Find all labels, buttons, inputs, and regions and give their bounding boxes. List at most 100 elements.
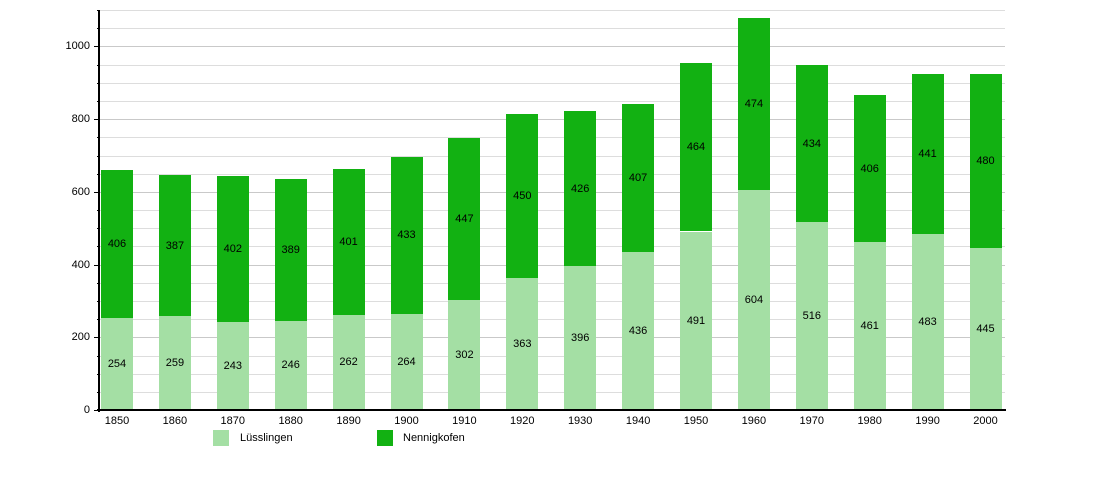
bar-value-label-nennigkofen: 474: [744, 98, 764, 111]
y-axis-label: 1000: [65, 40, 90, 53]
bar-value-label-luesslingen: 461: [860, 320, 879, 333]
legend-label-luesslingen: Lüsslingen: [240, 432, 293, 444]
y-axis-label: 400: [71, 258, 90, 271]
bar-value-label-luesslingen: 363: [513, 338, 532, 350]
bar-segment-nennigkofen: [274, 179, 307, 321]
x-axis-label: 1870: [220, 415, 246, 427]
gridline-major: [100, 191, 1005, 193]
bar-value-label-luesslingen: 396: [571, 332, 590, 344]
x-axis-label: 1940: [625, 415, 651, 427]
gridline-minor: [100, 100, 1005, 102]
x-axis-label: 1920: [510, 415, 535, 427]
y-axis-tick: [94, 191, 100, 193]
y-axis-label: 600: [71, 185, 90, 198]
gridline-major: [100, 119, 1005, 121]
bar-value-label-luesslingen: 516: [802, 310, 821, 323]
bar-value-label-luesslingen: 246: [281, 359, 300, 372]
gridline-minor: [100, 155, 1005, 157]
y-axis-label: 0: [83, 404, 90, 416]
bar-value-label-nennigkofen: 389: [281, 243, 300, 256]
bar-value-label-nennigkofen: 402: [223, 242, 242, 255]
gridline-minor: [100, 64, 1005, 66]
bar-segment-nennigkofen: [101, 170, 133, 318]
x-axis-label: 1900: [394, 415, 419, 427]
bar-segment-luesslingen: [969, 248, 1002, 410]
bar-segment-nennigkofen: [795, 64, 828, 223]
bar-value-label-nennigkofen: 387: [165, 239, 185, 252]
gridline-minor: [100, 246, 1005, 248]
bar-value-label-nennigkofen: 450: [513, 190, 532, 203]
bar-segment-luesslingen: [390, 314, 423, 410]
bar-segment-luesslingen: [216, 321, 249, 410]
bar-segment-luesslingen: [853, 242, 886, 410]
x-axis-label: 1880: [278, 415, 303, 427]
gridline-minor: [100, 137, 1005, 139]
x-axis-label: 1890: [336, 415, 361, 427]
y-axis-tick: [94, 337, 100, 339]
bar-value-label-luesslingen: 483: [918, 316, 937, 329]
bar-segment-nennigkofen: [680, 62, 712, 232]
bar-value-label-nennigkofen: 464: [686, 141, 706, 154]
bar-value-label-luesslingen: 491: [686, 314, 706, 327]
bar-value-label-nennigkofen: 426: [571, 182, 590, 195]
gridline-minor: [100, 10, 1005, 11]
x-axis-label: 1950: [683, 415, 709, 427]
bar-segment-luesslingen: [911, 234, 944, 410]
gridline-minor: [100, 391, 1005, 393]
bar-segment-luesslingen: [274, 320, 307, 410]
gridline-minor: [100, 210, 1005, 211]
bar-segment-luesslingen: [448, 300, 481, 410]
gridline-minor: [100, 82, 1005, 84]
bar-segment-luesslingen: [564, 266, 597, 410]
gridline-minor: [100, 28, 1005, 30]
bar-segment-luesslingen: [680, 231, 712, 410]
bar-segment-luesslingen: [506, 278, 539, 410]
legend-swatch-nennigkofen: [377, 430, 393, 446]
y-axis-line: [98, 10, 100, 412]
bar-value-label-nennigkofen: 434: [802, 137, 821, 150]
bar-value-label-nennigkofen: 433: [397, 229, 416, 242]
bar-value-label-luesslingen: 254: [107, 357, 127, 370]
gridline-major: [100, 46, 1005, 48]
bar-value-label-luesslingen: 264: [397, 356, 416, 368]
gridline-minor: [100, 282, 1005, 284]
bar-segment-luesslingen: [737, 190, 770, 410]
y-axis-tick: [94, 264, 100, 266]
bar-value-label-luesslingen: 445: [976, 323, 995, 336]
legend-label-nennigkofen: Nennigkofen: [403, 432, 465, 444]
bar-segment-nennigkofen: [158, 175, 191, 316]
bar-value-label-nennigkofen: 406: [107, 237, 127, 250]
x-axis-label: 1850: [104, 415, 130, 427]
x-axis-label: 1860: [162, 415, 188, 427]
bar-segment-nennigkofen: [216, 175, 249, 322]
y-axis-tick: [94, 46, 100, 48]
bar-segment-nennigkofen: [622, 103, 655, 252]
bar-segment-nennigkofen: [448, 137, 481, 301]
gridline-minor: [100, 228, 1005, 230]
bar-segment-nennigkofen: [506, 114, 539, 278]
bar-value-label-nennigkofen: 407: [628, 171, 648, 184]
bar-segment-nennigkofen: [969, 73, 1002, 249]
bar-value-label-luesslingen: 262: [339, 356, 358, 369]
x-axis-label: 1910: [452, 415, 477, 427]
bar-segment-nennigkofen: [390, 156, 423, 314]
x-axis-label: 1930: [567, 415, 593, 427]
bar-value-label-luesslingen: 302: [455, 349, 474, 362]
bar-value-label-luesslingen: 604: [744, 294, 764, 307]
bar-value-label-nennigkofen: 401: [339, 235, 358, 248]
bar-segment-luesslingen: [795, 222, 828, 410]
gridline-minor: [100, 373, 1005, 375]
x-axis-label: 1970: [799, 415, 825, 427]
gridline-major: [100, 337, 1005, 339]
bar-segment-nennigkofen: [332, 168, 365, 315]
x-axis-label: 1990: [915, 415, 940, 427]
x-axis-label: 2000: [973, 415, 998, 427]
bar-value-label-luesslingen: 243: [223, 359, 242, 372]
bar-value-label-luesslingen: 436: [628, 324, 648, 337]
bar-segment-nennigkofen: [911, 74, 944, 235]
gridline-major: [100, 264, 1005, 266]
bar-segment-luesslingen: [101, 317, 133, 410]
bar-segment-nennigkofen: [564, 111, 597, 266]
